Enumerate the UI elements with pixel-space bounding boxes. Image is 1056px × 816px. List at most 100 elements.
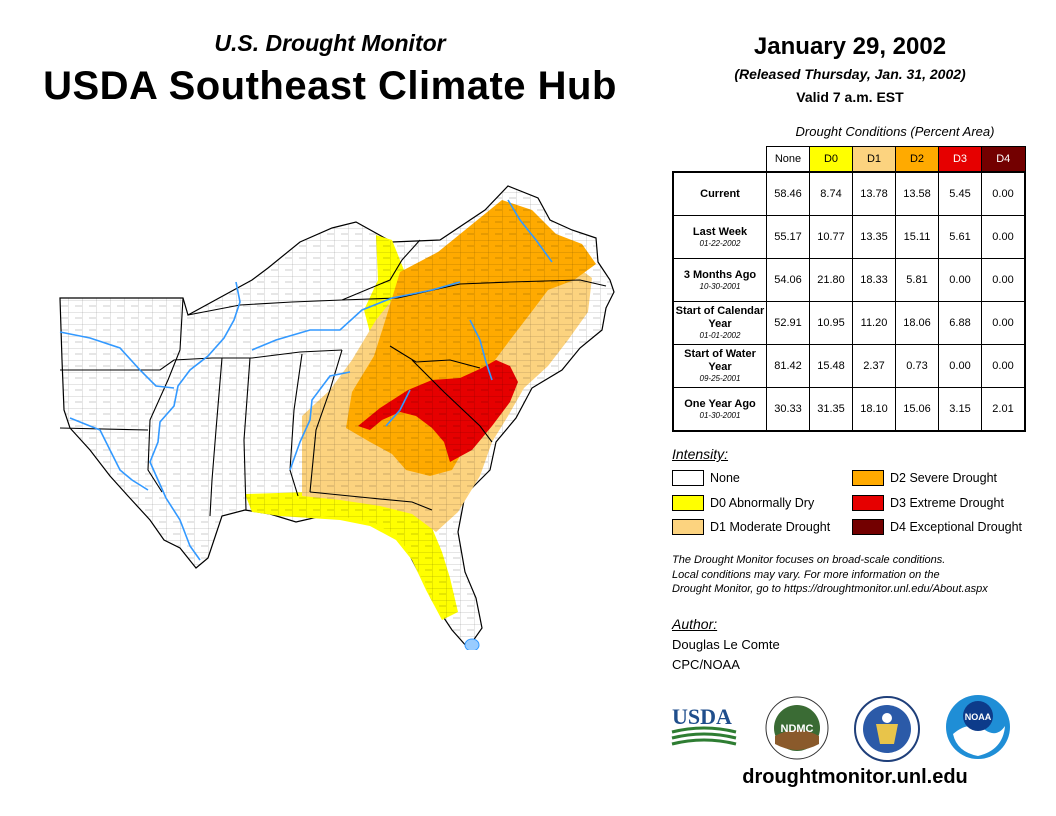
- table-cell: 2.37: [852, 344, 896, 388]
- row-date: 01-22-2002: [699, 238, 741, 248]
- table-cell: 0.00: [981, 344, 1026, 388]
- table-cell: 81.42: [766, 344, 810, 388]
- table-cell: 0.00: [981, 301, 1026, 345]
- col-header: D1: [852, 146, 896, 173]
- table-cell: 15.06: [895, 387, 939, 432]
- table-corner: [673, 146, 767, 173]
- table-cell: 13.78: [852, 171, 896, 216]
- drought-stats-table: None D0 D1 D2 D3 D4 Current 58.46 8.74 13.7…: [672, 146, 1026, 432]
- noaa-logo[interactable]: NOAA: [945, 694, 1011, 760]
- table-caption: Drought Conditions (Percent Area): [795, 124, 995, 139]
- table-cell: 54.06: [766, 258, 810, 302]
- table-row: 3 Months Ago 10-30-2001 54.06 21.80 18.33 5.8…: [672, 258, 1026, 302]
- table-cell: 8.74: [809, 171, 853, 216]
- col-header: None: [766, 146, 810, 173]
- table-cell: 0.00: [981, 171, 1026, 216]
- row-date: 09-25-2001: [699, 374, 741, 383]
- table-cell: 21.80: [809, 258, 853, 302]
- row-label: One Year Ago 01-30-2001: [672, 387, 767, 432]
- legend-label: D2 Severe Drought: [890, 471, 998, 485]
- row-label-text: Current: [700, 187, 740, 200]
- valid-time: Valid 7 a.m. EST: [796, 89, 904, 105]
- col-header: D2: [895, 146, 939, 173]
- map-title: USDA Southeast Climate Hub: [43, 64, 617, 108]
- legend-swatch: [852, 519, 884, 535]
- table-cell: 5.61: [938, 215, 982, 259]
- table-cell: 10.95: [809, 301, 853, 345]
- lake-okeechobee: [464, 638, 480, 650]
- table-cell: 11.20: [852, 301, 896, 345]
- table-header-row: None D0 D1 D2 D3 D4: [673, 146, 1026, 173]
- map-subtitle: U.S. Drought Monitor: [214, 30, 446, 56]
- legend-swatch: [672, 470, 704, 486]
- table-row: One Year Ago 01-30-2001 30.33 31.35 18.10 15.…: [672, 387, 1026, 432]
- table-cell: 5.45: [938, 171, 982, 216]
- disclaimer-note: The Drought Monitor focuses on broad-sca…: [672, 553, 1042, 597]
- rivers: [59, 199, 553, 561]
- table-cell: 18.33: [852, 258, 896, 302]
- valid-date: January 29, 2002: [753, 33, 947, 60]
- legend-title: Intensity:: [672, 446, 729, 462]
- col-header: D4: [981, 146, 1026, 173]
- author-heading: Author:: [672, 616, 718, 632]
- table-cell: 0.00: [981, 215, 1026, 259]
- table-row: Current 58.46 8.74 13.78 13.58 5.45 0.00: [672, 171, 1026, 216]
- col-header: D0: [809, 146, 853, 173]
- col-header: D3: [938, 146, 982, 173]
- row-label: Start of Water Year 09-25-2001: [672, 344, 767, 388]
- table-cell: 2.01: [981, 387, 1026, 432]
- website-link[interactable]: droughtmonitor.unl.edu: [742, 766, 968, 788]
- table-cell: 13.58: [895, 171, 939, 216]
- table-cell: 55.17: [766, 215, 810, 259]
- table-cell: 0.73: [895, 344, 939, 388]
- row-label-text: 3 Months Ago: [683, 268, 757, 281]
- state-boundaries: [59, 239, 607, 517]
- usda-logo[interactable]: USDA: [670, 700, 738, 748]
- note-line: Drought Monitor, go to https://droughtmo…: [672, 583, 988, 595]
- row-label: Last Week 01-22-2002: [672, 215, 767, 259]
- release-date: (Released Thursday, Jan. 31, 2002): [734, 66, 966, 82]
- row-label-text: Last Week: [692, 225, 748, 238]
- row-label: Current: [672, 171, 767, 216]
- legend-swatch: [672, 495, 704, 511]
- legend-swatch: [672, 519, 704, 535]
- note-line: Local conditions may vary. For more info…: [672, 568, 940, 581]
- table-cell: 10.77: [809, 215, 853, 259]
- doc-seal-logo[interactable]: [854, 696, 920, 762]
- table-cell: 0.00: [938, 258, 982, 302]
- row-label-text: One Year Ago: [684, 397, 756, 410]
- author-name: Douglas Le Comte: [672, 637, 780, 652]
- author-org: CPC/NOAA: [672, 657, 740, 672]
- table-cell: 3.15: [938, 387, 982, 432]
- table-row: Last Week 01-22-2002 55.17 10.77 13.35 15.11 5…: [672, 215, 1026, 259]
- legend-swatch: [852, 470, 884, 486]
- row-label: 3 Months Ago 10-30-2001: [672, 258, 767, 302]
- table-row: Start of Calendar Year 01-01-2002 52.91 10.…: [672, 301, 1026, 345]
- legend-item-d2: D2 Severe Drought: [852, 470, 997, 486]
- legend-item-none: None: [672, 470, 740, 486]
- row-date: 10-30-2001: [699, 281, 741, 291]
- table-cell: 5.81: [895, 258, 939, 302]
- row-date: 01-30-2001: [699, 410, 741, 420]
- legend-label: D0 Abnormally Dry: [710, 496, 815, 510]
- row-label: Start of Calendar Year 01-01-2002: [672, 301, 767, 345]
- legend-item-d3: D3 Extreme Drought: [852, 495, 1004, 511]
- table-cell: 58.46: [766, 171, 810, 216]
- usda-logo-text: USDA: [672, 704, 732, 729]
- table-row: Start of Water Year 09-25-2001 81.42 15.48 2…: [672, 344, 1026, 388]
- row-label-text: Start of Calendar Year: [675, 305, 765, 330]
- table-cell: 0.00: [981, 258, 1026, 302]
- legend-item-d0: D0 Abnormally Dry: [672, 495, 814, 511]
- table-cell: 15.11: [895, 215, 939, 259]
- table-cell: 18.10: [852, 387, 896, 432]
- row-label-text: Start of Water Year: [684, 348, 756, 373]
- legend-item-d1: D1 Moderate Drought: [672, 519, 830, 535]
- legend-label: None: [710, 471, 740, 485]
- noaa-logo-text: NOAA: [965, 712, 992, 722]
- ndmc-logo-text: NDMC: [781, 723, 814, 735]
- ndmc-logo[interactable]: NDMC: [765, 696, 829, 760]
- legend-item-d4: D4 Exceptional Drought: [852, 519, 1022, 535]
- drought-map: [59, 185, 615, 650]
- table-cell: 18.06: [895, 301, 939, 345]
- table-cell: 13.35: [852, 215, 896, 259]
